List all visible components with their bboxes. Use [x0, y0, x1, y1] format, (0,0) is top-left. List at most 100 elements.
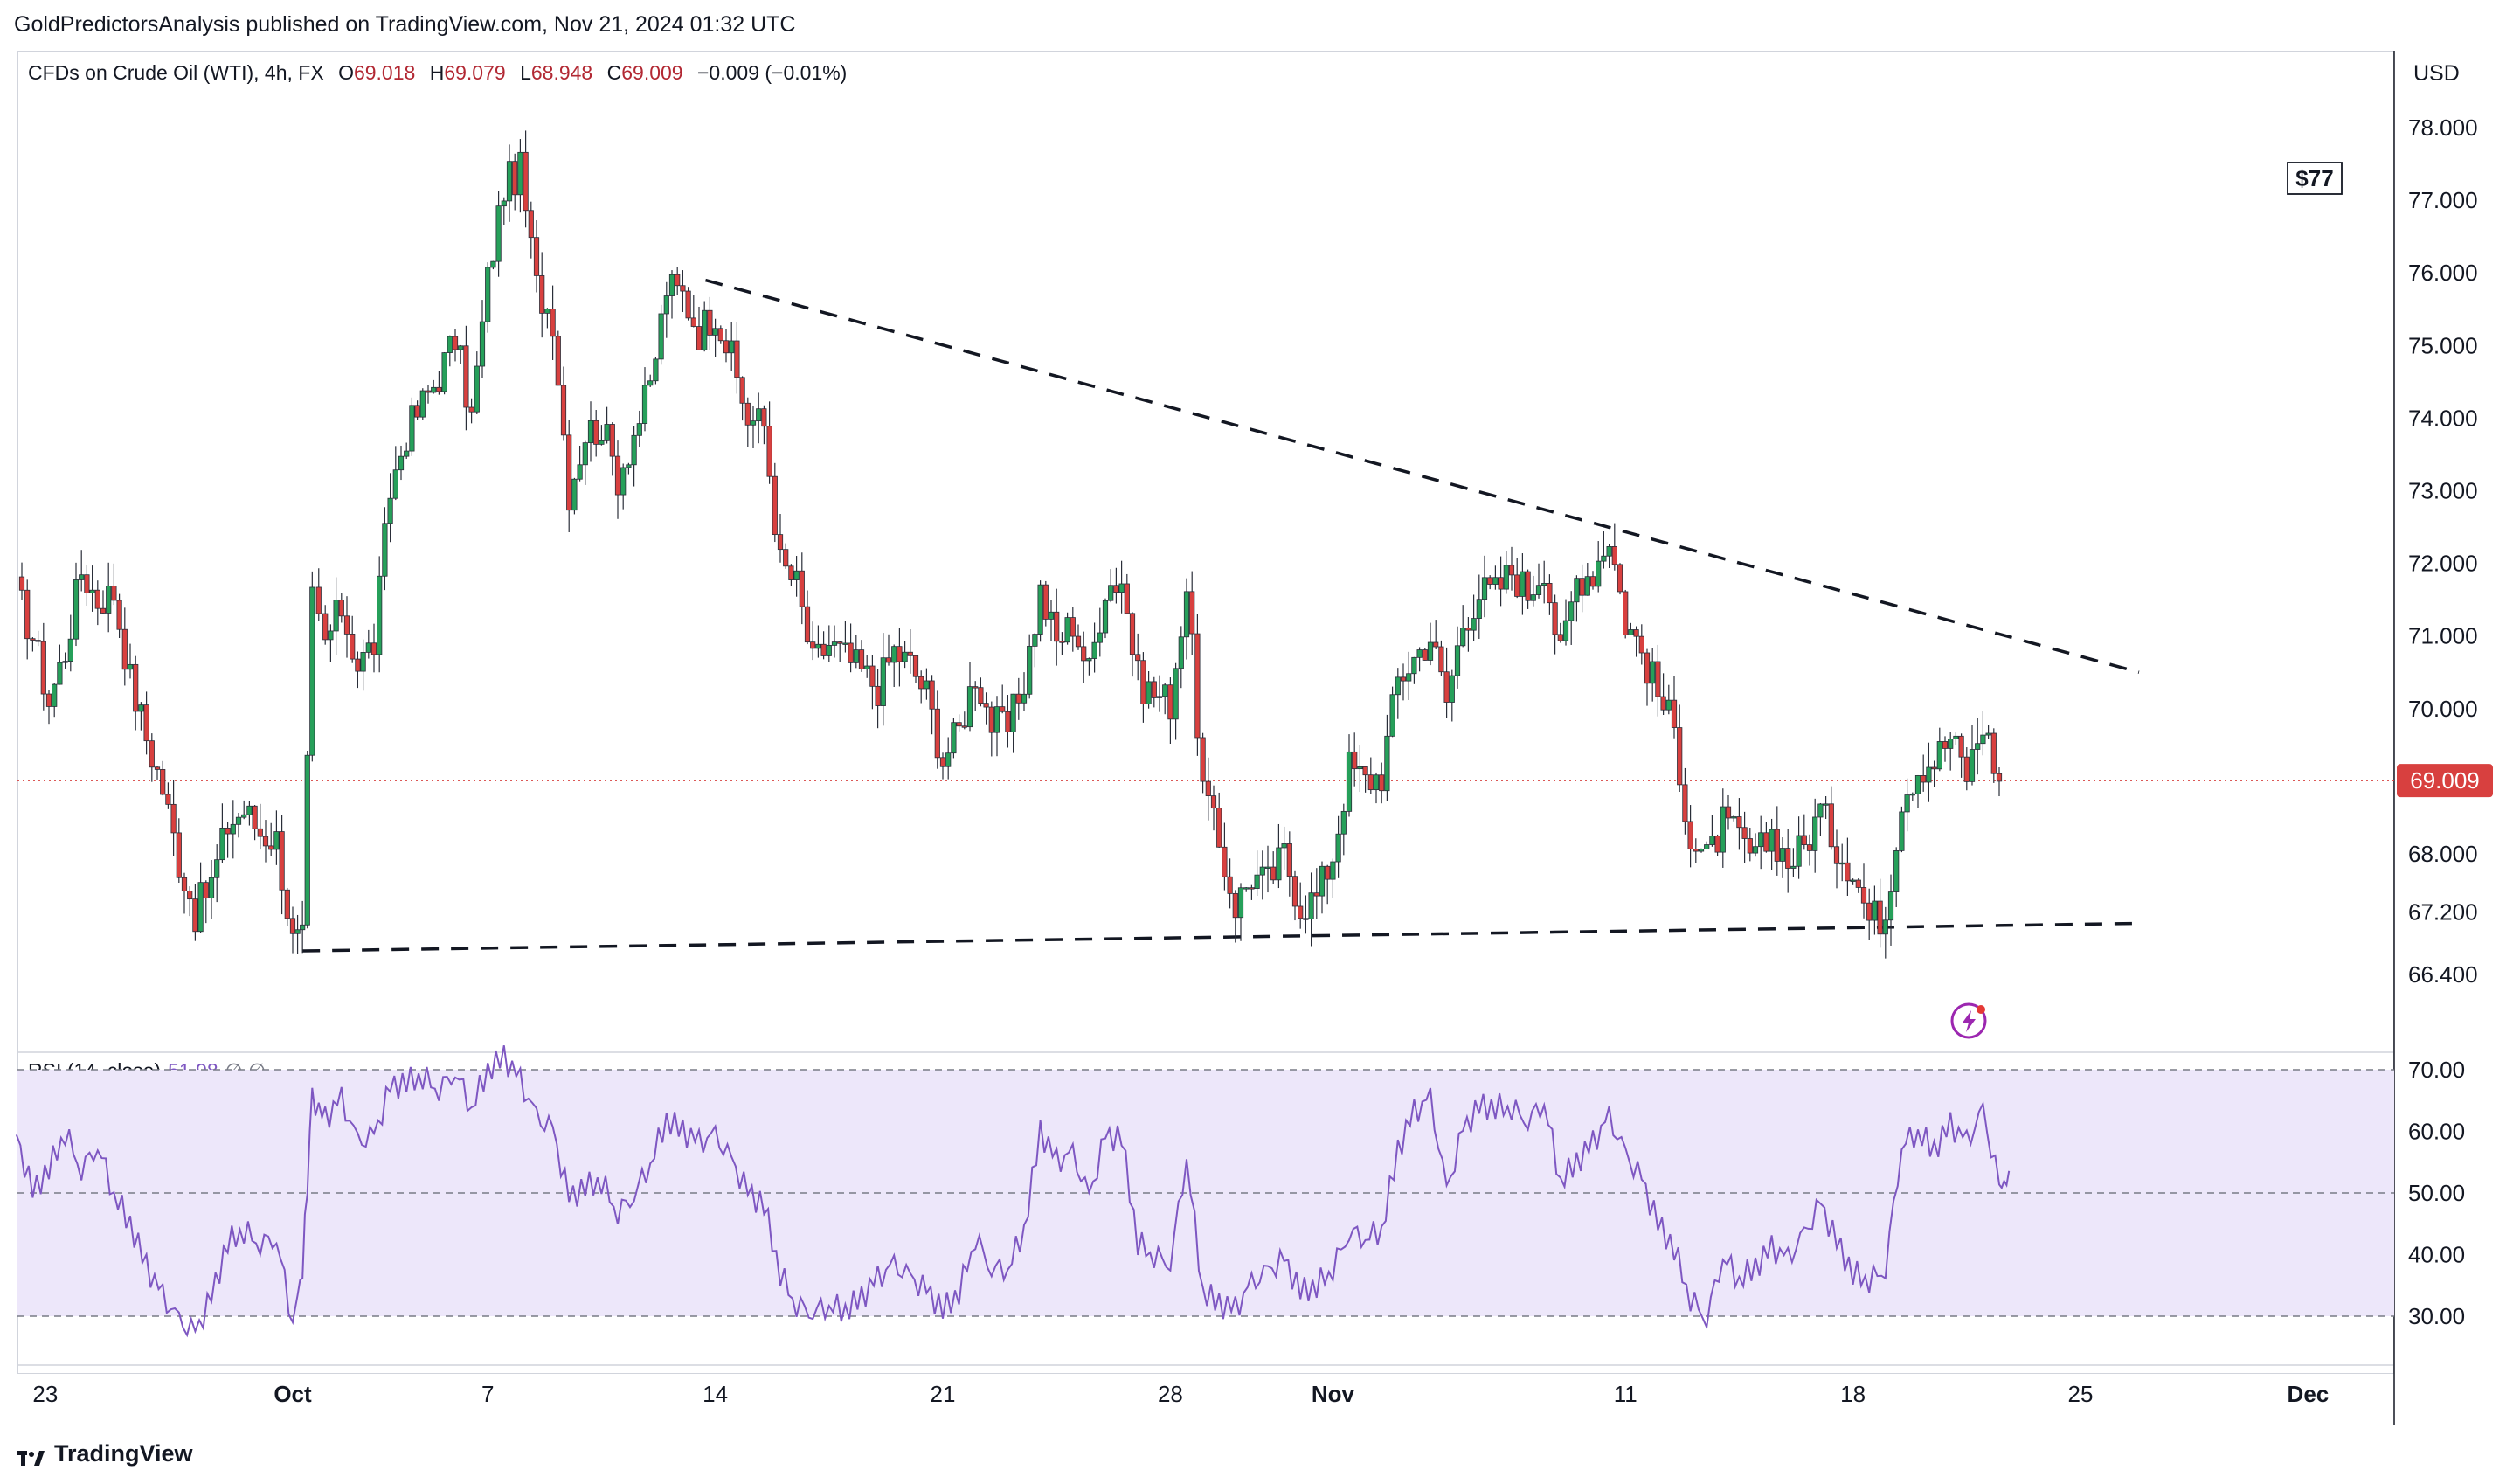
candle [788, 564, 794, 586]
lightning-news-icon[interactable] [1950, 1002, 1987, 1039]
candle [1367, 757, 1374, 794]
candle [1438, 640, 1444, 676]
candle [252, 805, 258, 841]
candle [436, 371, 442, 395]
candle [338, 593, 344, 623]
candle [360, 639, 366, 691]
candle [1872, 885, 1878, 935]
candle [463, 325, 469, 431]
candle [1574, 575, 1580, 622]
tradingview-logo[interactable]: TradingView [17, 1440, 193, 1467]
candle [1589, 571, 1596, 590]
candle [647, 374, 654, 387]
candle [924, 668, 930, 700]
annotation-label: $77 [2295, 165, 2333, 191]
candle [398, 445, 405, 481]
candle [1443, 647, 1450, 718]
candle [1389, 686, 1395, 738]
candle [197, 862, 204, 933]
candle [1801, 814, 1807, 850]
time-tick-label: Dec [2288, 1381, 2330, 1407]
candle [181, 872, 188, 914]
legend-close-label: C [606, 61, 622, 84]
candle [820, 631, 827, 660]
time-tick-label: 25 [2068, 1381, 2094, 1407]
candle [1281, 826, 1287, 870]
rsi-tick-label: 70.00 [2408, 1057, 2465, 1083]
candle [300, 900, 306, 954]
candle [528, 201, 534, 259]
candle [468, 398, 474, 424]
candle [539, 252, 545, 338]
candle [1601, 531, 1607, 569]
candle [945, 737, 952, 780]
candle [425, 385, 432, 404]
candle [577, 445, 583, 482]
candle [45, 690, 52, 725]
candle [192, 884, 198, 941]
candle [1005, 695, 1011, 748]
candle [289, 906, 296, 954]
candle [1931, 760, 1937, 787]
candle [268, 822, 274, 856]
candle [1021, 672, 1028, 711]
candle [1027, 634, 1033, 699]
candle [793, 556, 800, 597]
candle [848, 623, 854, 673]
candle [1547, 574, 1553, 615]
legend-close-value: 69.009 [621, 61, 683, 84]
price-tick-label: 74.000 [2408, 405, 2478, 431]
candle [717, 325, 723, 344]
candle [35, 630, 41, 647]
candle [571, 477, 578, 515]
legend-change: −0.009 (−0.01%) [697, 61, 848, 84]
branding-text: TradingView [54, 1440, 193, 1467]
time-tick-label: 23 [32, 1381, 58, 1407]
candle [961, 711, 967, 730]
candle [1877, 878, 1883, 948]
candle [441, 351, 447, 395]
candle [744, 397, 751, 447]
currency-selector[interactable]: USD [2413, 61, 2460, 86]
candle [94, 580, 100, 626]
candle [723, 329, 730, 363]
candle [1422, 648, 1428, 661]
candle [1628, 622, 1634, 635]
candle [934, 690, 940, 769]
candle [1091, 622, 1097, 673]
legend-symbol[interactable]: CFDs on Crude Oil (WTI), 4h, FX [28, 61, 324, 84]
candle [1525, 569, 1531, 609]
candle [1032, 633, 1038, 668]
price-tick-label: 67.200 [2408, 898, 2478, 925]
candle [1146, 670, 1152, 709]
candle [939, 752, 946, 780]
candle [777, 513, 784, 563]
candle [1568, 591, 1575, 645]
candle [680, 270, 686, 313]
candle [783, 543, 789, 569]
candle [1736, 798, 1742, 850]
candle [1975, 718, 1981, 775]
candle [1817, 802, 1824, 836]
candle [826, 625, 832, 662]
candle [1866, 888, 1873, 940]
candle [1194, 614, 1201, 756]
candle [831, 625, 838, 658]
candle [246, 801, 253, 826]
candle [1340, 803, 1347, 856]
candle [235, 813, 242, 838]
candle [1216, 792, 1222, 849]
candle [328, 624, 334, 662]
candle [1000, 684, 1006, 714]
candle [550, 285, 556, 360]
candle [1914, 774, 1921, 808]
candle [73, 562, 80, 647]
candle [978, 677, 984, 707]
candle [1243, 887, 1250, 892]
candle [1118, 560, 1125, 614]
candle [626, 462, 632, 475]
rsi-tick-label: 60.00 [2408, 1119, 2465, 1145]
candle [1227, 858, 1233, 909]
candle [219, 803, 225, 863]
